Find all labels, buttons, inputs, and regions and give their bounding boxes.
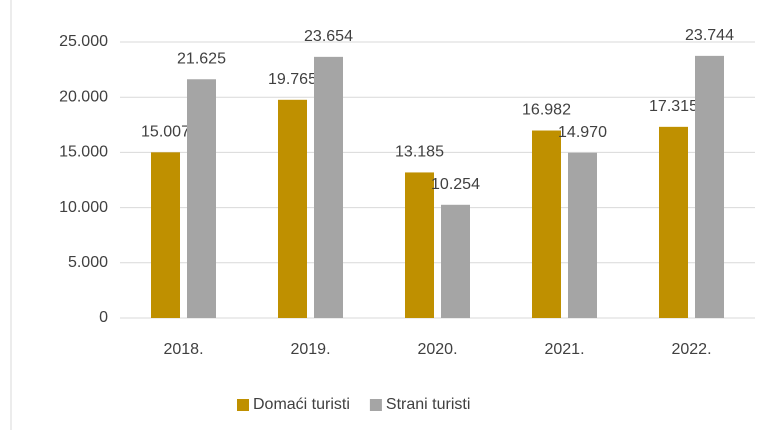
bar [441, 204, 470, 318]
legend-label: Strani turisti [386, 396, 470, 413]
data-label: 17.315 [649, 98, 698, 115]
y-tick-label: 0 [99, 309, 108, 326]
x-tick-label: 2021. [544, 341, 584, 358]
bar [278, 99, 307, 318]
data-label: 13.185 [395, 144, 444, 161]
x-tick-label: 2020. [417, 341, 457, 358]
bar [151, 152, 180, 318]
data-label: 21.625 [177, 50, 226, 67]
x-tick-label: 2018. [163, 341, 203, 358]
data-label: 23.654 [304, 28, 353, 45]
bar [314, 56, 343, 319]
chart-frame [10, 0, 12, 430]
bar [568, 152, 597, 318]
bar [532, 130, 561, 318]
y-tick-label: 10.000 [59, 199, 108, 216]
bar [405, 172, 434, 318]
data-label: 16.982 [522, 102, 571, 119]
y-tick-label: 5.000 [68, 254, 108, 271]
legend-swatch [237, 399, 249, 411]
data-label: 15.007 [141, 124, 190, 141]
y-tick-label: 20.000 [59, 88, 108, 105]
data-label: 10.254 [431, 176, 480, 193]
y-tick-label: 15.000 [59, 144, 108, 161]
bar [659, 126, 688, 318]
data-label: 23.744 [685, 27, 734, 44]
bar [187, 79, 216, 318]
data-label: 14.970 [558, 124, 607, 141]
y-tick-label: 25.000 [59, 33, 108, 50]
legend-swatch [369, 399, 382, 411]
x-tick-label: 2022. [671, 341, 711, 358]
data-label: 19.765 [268, 71, 317, 88]
legend-label: Domaći turisti [253, 396, 350, 413]
x-tick-label: 2019. [290, 341, 330, 358]
bar [695, 55, 724, 318]
